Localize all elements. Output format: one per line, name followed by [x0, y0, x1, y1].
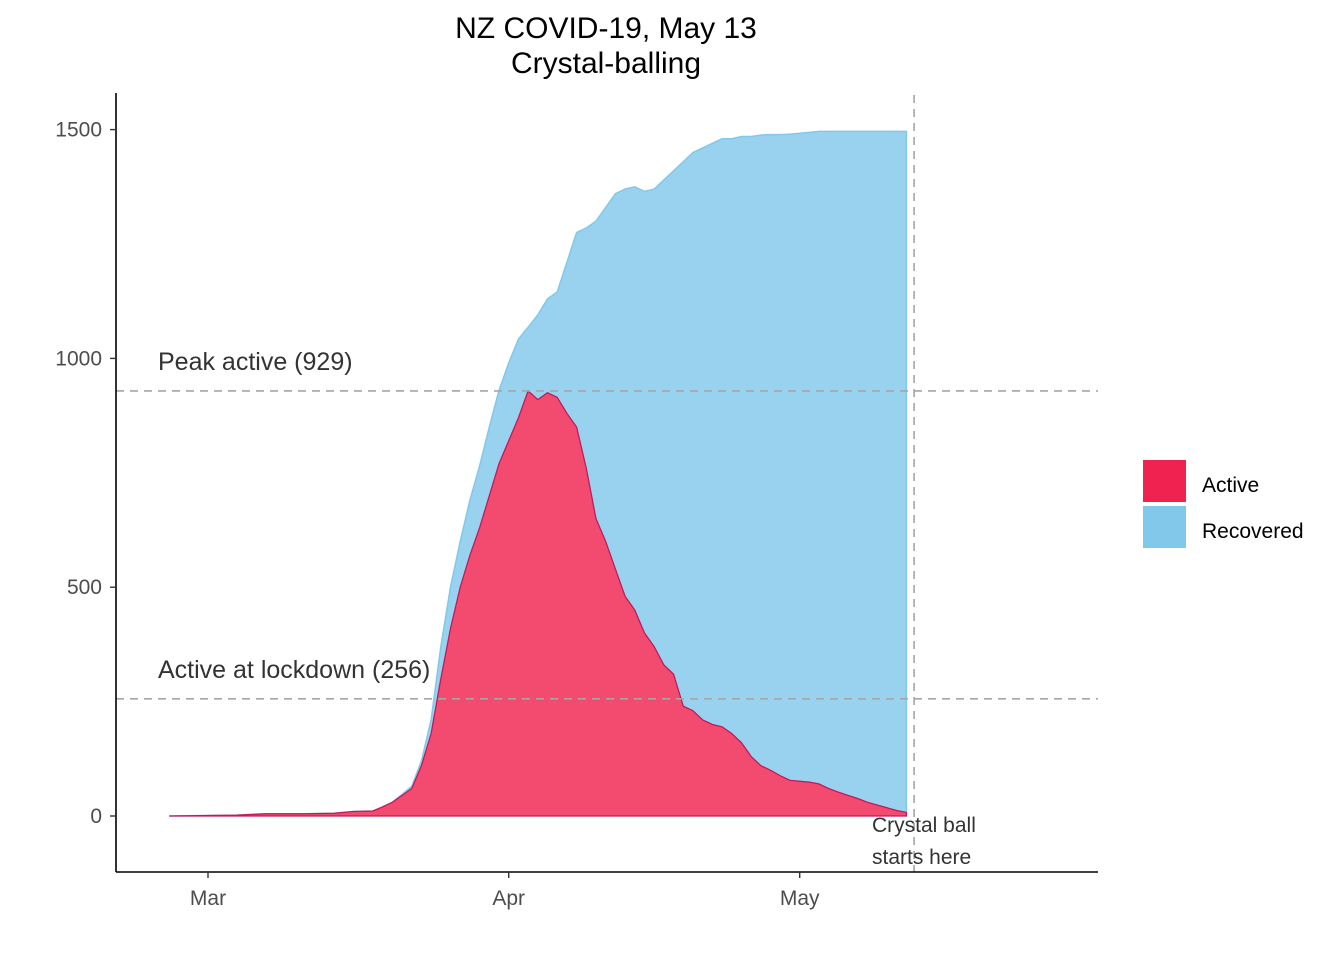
peak-active-label: Peak active (929) [158, 348, 353, 376]
x-tick-label-Apr: Apr [492, 887, 525, 910]
chart-title: NZ COVID-19, May 13 [455, 12, 757, 45]
legend-label-recovered: Recovered [1202, 520, 1304, 543]
y-tick-label-1500: 1500 [55, 119, 102, 142]
x-tick-label-May: May [780, 887, 820, 910]
legend-label-active: Active [1202, 474, 1259, 497]
plot-areas [169, 130, 908, 817]
y-tick-label-1000: 1000 [55, 347, 102, 370]
reference-lines [116, 95, 1098, 872]
lockdown-active-label: Active at lockdown (256) [158, 656, 430, 684]
axes: 0 500 1000 1500 Mar Apr May [55, 93, 1098, 910]
y-tick-label-0: 0 [90, 805, 102, 828]
legend-swatch-active [1143, 460, 1186, 502]
y-tick-label-500: 500 [67, 576, 102, 599]
chart-subtitle: Crystal-balling [511, 47, 701, 80]
active-area-observed [169, 389, 907, 817]
legend-swatch-recovered [1143, 506, 1186, 548]
crystal-ball-label-line2: starts here [872, 846, 971, 869]
legend: Active Recovered [1143, 460, 1304, 548]
crystal-ball-label-line1: Crystal ball [872, 814, 976, 837]
x-tick-label-Mar: Mar [190, 887, 226, 910]
